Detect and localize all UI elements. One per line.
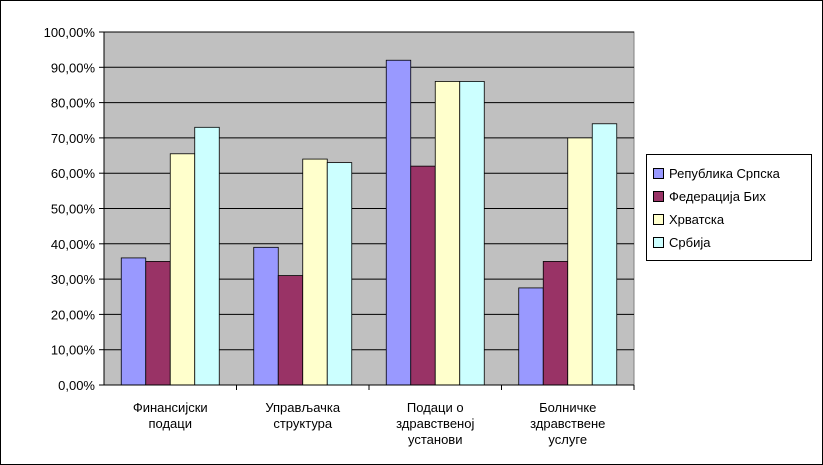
y-tick-label: 90,00%: [51, 60, 96, 75]
y-tick-label: 50,00%: [51, 202, 96, 217]
y-tick-label: 20,00%: [51, 307, 96, 322]
x-category-label-line: услуге: [548, 432, 587, 447]
y-axis-tick-labels: 0,00% 10,00% 20,00% 30,00% 40,00% 50,00% 60,00…: [44, 25, 96, 393]
x-category-label-line: Финансијски: [133, 400, 208, 415]
axes: [99, 31, 635, 390]
bar: [277, 275, 304, 386]
legend-label: Федерација Бих: [669, 189, 766, 204]
y-tick-label: 30,00%: [51, 272, 96, 287]
x-category-label-line: Болничке: [539, 400, 596, 415]
x-category-label-line: структура: [273, 416, 333, 431]
legend-item: Хрватска: [647, 208, 811, 231]
x-category-label-line: подаци: [148, 416, 192, 431]
x-category-label-line: Подаци о: [407, 400, 464, 415]
bar: [253, 246, 279, 386]
bar: [410, 165, 436, 386]
legend-item: Србија: [647, 231, 811, 254]
legend-item: Федерација Бих: [647, 185, 811, 208]
x-axis-category-labels: Финансијски подаци Управљачка структура Пода…: [133, 400, 606, 447]
y-tick-label: 70,00%: [51, 131, 96, 146]
bar: [542, 261, 569, 386]
y-tick-label: 100,00%: [44, 25, 96, 40]
legend: Република Српска Федерација Бих Хрватска…: [646, 154, 812, 261]
y-tick-label: 80,00%: [51, 96, 96, 111]
bar: [145, 261, 171, 386]
bar: [518, 287, 544, 386]
bar: [326, 162, 353, 386]
bar: [591, 123, 618, 386]
x-category-label-line: здравственој: [396, 416, 474, 431]
bar: [459, 81, 485, 386]
legend-swatch: [653, 237, 664, 248]
legend-label: Србија: [669, 235, 711, 250]
legend-swatch: [653, 168, 664, 179]
bar: [434, 81, 461, 386]
legend-item: Република Српска: [647, 162, 811, 185]
legend-swatch: [653, 214, 664, 225]
x-category-label: Управљачка структура: [265, 400, 341, 431]
x-category-label: Подаци о здравственој установи: [396, 400, 474, 447]
bar: [194, 126, 220, 386]
x-category-label-line: установи: [408, 432, 462, 447]
x-category-label: Болничке здравствене услуге: [530, 400, 605, 447]
x-category-label-line: здравствене: [530, 416, 605, 431]
bar: [385, 59, 412, 386]
legend-swatch: [653, 191, 664, 202]
legend-label: Хрватска: [669, 212, 725, 227]
y-tick-label: 0,00%: [58, 378, 95, 393]
y-tick-label: 10,00%: [51, 343, 96, 358]
x-category-label: Финансијски подаци: [133, 400, 208, 431]
y-tick-label: 60,00%: [51, 166, 96, 181]
bar: [567, 137, 593, 386]
bar: [120, 257, 147, 386]
x-category-label-line: Управљачка: [265, 400, 341, 415]
y-tick-label: 40,00%: [51, 237, 96, 252]
bar: [169, 153, 196, 386]
bar: [302, 158, 328, 386]
legend-label: Република Српска: [669, 166, 780, 181]
